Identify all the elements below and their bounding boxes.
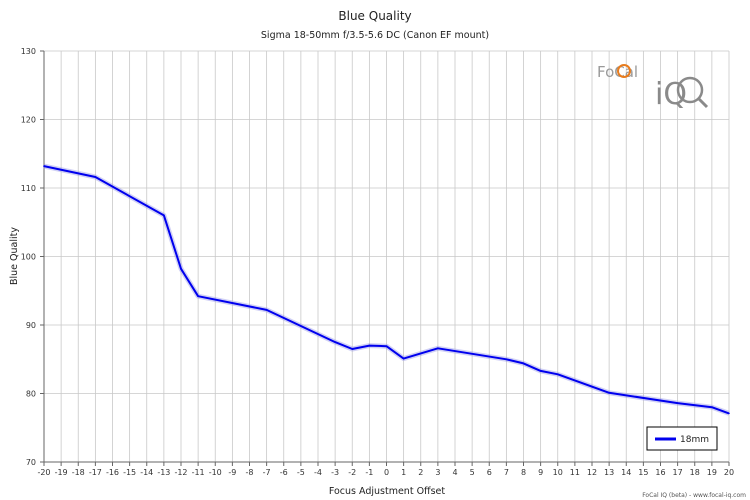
x-tick-label: 12 <box>587 468 597 477</box>
x-tick-label: 3 <box>435 468 440 477</box>
data-point <box>728 412 730 415</box>
data-point <box>676 402 679 404</box>
data-point <box>368 344 371 347</box>
x-tick-label: -5 <box>297 468 305 477</box>
x-tick-label: 14 <box>621 468 631 477</box>
data-point <box>334 341 336 343</box>
x-tick-label: 15 <box>638 468 648 477</box>
x-tick-label: 7 <box>504 468 509 477</box>
data-point <box>265 309 268 311</box>
legend-label: 18mm <box>680 435 709 445</box>
focal-iq-logo: FoCal iQ <box>597 63 709 112</box>
data-point <box>522 362 525 365</box>
x-tick-label: -7 <box>263 468 271 477</box>
y-tick-label: 90 <box>26 321 36 330</box>
chart-subtitle: Sigma 18-50mm f/3.5-5.6 DC (Canon EF mou… <box>261 30 489 41</box>
x-tick-label: -1 <box>365 468 373 477</box>
logo-lens-icon <box>676 76 704 104</box>
y-tick-label: 130 <box>21 47 36 56</box>
x-tick-label: -20 <box>37 468 50 477</box>
x-tick-label: -12 <box>174 468 187 477</box>
series-line <box>43 165 730 415</box>
x-tick-label: 19 <box>707 468 717 477</box>
x-tick-label: 0 <box>384 468 389 477</box>
data-point <box>94 176 97 178</box>
y-tick-label: 110 <box>21 184 36 193</box>
logo-focus-ring-icon <box>617 64 631 78</box>
x-tick-label: -2 <box>348 468 356 477</box>
x-tick-label: -15 <box>123 468 136 477</box>
data-point <box>711 406 713 409</box>
x-axis-label: Focus Adjustment Offset <box>329 486 446 497</box>
x-tick-label: 1 <box>401 468 406 477</box>
y-tick-label: 70 <box>26 458 36 467</box>
x-tick-label: -17 <box>89 468 102 477</box>
x-tick-label: -13 <box>157 468 170 477</box>
x-tick-label: -10 <box>209 468 222 477</box>
data-point <box>608 392 610 394</box>
x-tick-label: -3 <box>331 468 339 477</box>
data-point <box>197 295 199 298</box>
data-point <box>505 358 508 361</box>
x-tick-label: 9 <box>538 468 543 477</box>
x-tick-label: -9 <box>228 468 236 477</box>
x-tick-label: 2 <box>418 468 423 477</box>
x-tick-label: 18 <box>690 468 700 477</box>
y-tick-label: 80 <box>26 390 36 399</box>
x-tick-label: 13 <box>604 468 614 477</box>
x-tick-label: 17 <box>673 468 683 477</box>
data-point <box>402 357 405 360</box>
footer-credit: FoCal IQ (beta) - www.focal-iq.com <box>642 492 746 499</box>
x-tick-label: -14 <box>140 468 153 477</box>
data-point <box>43 165 45 167</box>
series <box>43 163 730 416</box>
x-tick-label: 8 <box>521 468 526 477</box>
x-tick-label: -8 <box>246 468 254 477</box>
x-tick-label: -4 <box>314 468 322 477</box>
legend-box <box>646 426 718 451</box>
x-tick-label: 11 <box>570 468 580 477</box>
data-point <box>163 214 165 217</box>
x-tick-label: -18 <box>72 468 85 477</box>
x-tick-label: -6 <box>280 468 288 477</box>
x-tick-label: -11 <box>192 468 205 477</box>
data-point <box>351 348 354 350</box>
x-tick-label: 6 <box>487 468 492 477</box>
x-tick-label: -19 <box>55 468 68 477</box>
data-point <box>180 268 182 270</box>
x-tick-label: -16 <box>106 468 119 477</box>
y-tick-label: 120 <box>21 116 36 125</box>
y-tick-label: 100 <box>21 253 36 262</box>
data-point <box>385 345 388 348</box>
logo-lens-handle <box>697 97 709 109</box>
x-tick-label: 4 <box>452 468 457 477</box>
x-tick-label: 20 <box>724 468 734 477</box>
legend: 18mm <box>646 426 718 451</box>
x-tick-label: 16 <box>655 468 665 477</box>
data-point <box>556 373 559 376</box>
y-axis-label: Blue Quality <box>9 227 20 285</box>
chart-title: Blue Quality <box>338 9 411 23</box>
tick-labels: -20 -19 -18 -17 -16 -15 -14 -13 -12 -11 -10 -9 -8 -7-… <box>21 47 734 477</box>
grid <box>43 50 730 463</box>
data-point <box>539 370 542 372</box>
data-point <box>437 347 439 350</box>
x-tick-label: 5 <box>470 468 475 477</box>
x-tick-label: 10 <box>553 468 563 477</box>
